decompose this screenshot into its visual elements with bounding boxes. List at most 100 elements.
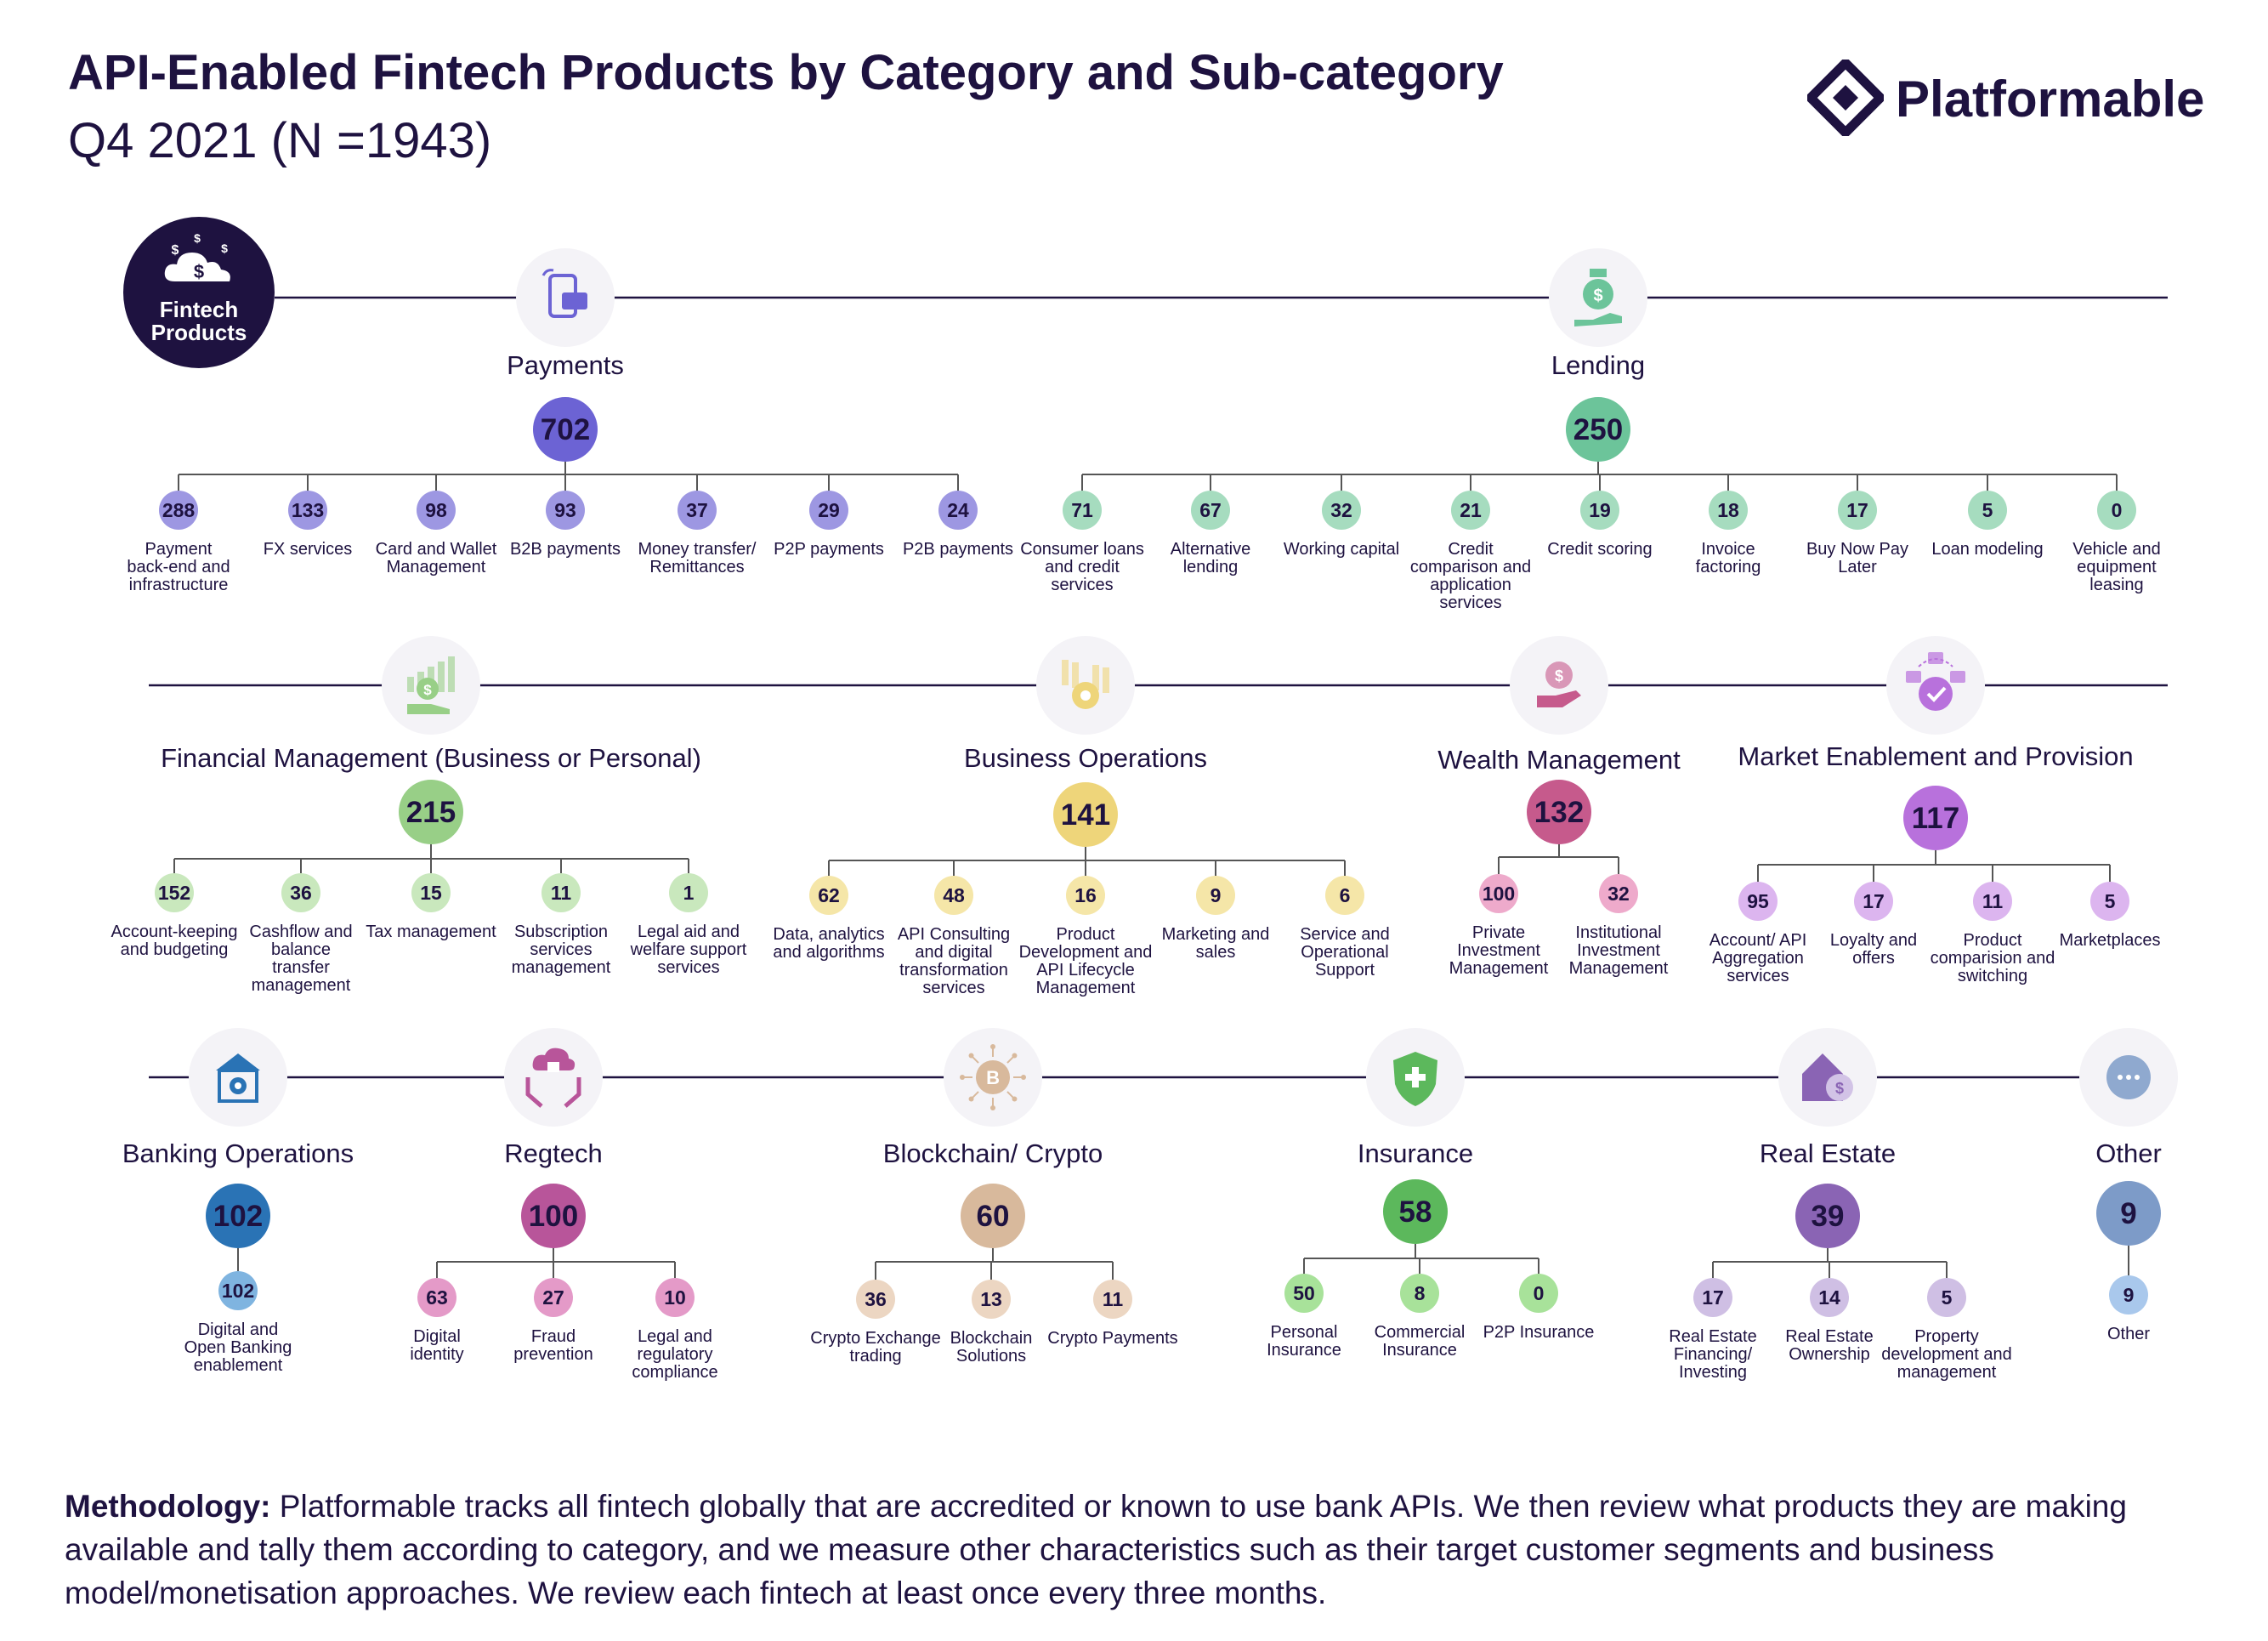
subcategory-label: Vehicle and equipment leasing — [2072, 540, 2160, 594]
subcategory-node: 32 Institutional Investment Management — [1569, 874, 1669, 978]
subcategory-value: 1 — [683, 882, 695, 904]
category-financial-management-business-or-personal: $ Financial Management (Business or Perso… — [111, 636, 747, 995]
subcategory-node: 13 Blockchain Solutions — [950, 1280, 1033, 1366]
category-name: Real Estate — [1760, 1138, 1896, 1168]
subcategory-value: 6 — [1340, 884, 1351, 906]
category-lending: $ Lending 250 71 Consumer loans and credit ser… — [1020, 248, 2161, 612]
subcategory-value: 133 — [292, 499, 324, 521]
subcategory-label: Digital identity — [410, 1327, 463, 1364]
category-total-circle — [206, 1184, 270, 1248]
category-total-circle — [1566, 397, 1630, 462]
subcategory-label: Legal aid and welfare support services — [630, 923, 747, 977]
subcategory-node: 36 Crypto Exchange trading — [810, 1280, 941, 1366]
subcategory-value: 152 — [158, 882, 190, 904]
platformable-logo-icon — [1807, 60, 1884, 136]
subcategory-value: 32 — [1330, 499, 1352, 521]
marketplace-check-icon — [1886, 636, 1985, 735]
subcategory-label: Loan modeling — [1931, 540, 2043, 559]
subcategory-label: P2B payments — [903, 540, 1013, 559]
subcategory-node: 32 Working capital — [1284, 491, 1399, 559]
subcategory-node: 21 Credit comparison and application service… — [1410, 491, 1531, 612]
subcategory-value: 93 — [554, 499, 576, 521]
subcategory-circle — [1968, 491, 2007, 530]
subcategory-node: 62 Data, analytics and algorithms — [773, 876, 885, 962]
svg-text:$: $ — [172, 243, 179, 258]
category-name: Payments — [507, 350, 624, 380]
subcategory-value: 11 — [1982, 890, 2004, 912]
subcategory-label: Institutional Investment Management — [1569, 923, 1669, 978]
subcategory-value: 29 — [818, 499, 840, 521]
money-bag-hand-icon: $ — [1549, 248, 1647, 347]
svg-text:$: $ — [1593, 287, 1602, 305]
category-total: 215 — [406, 796, 456, 829]
subcategory-label: Credit scoring — [1547, 540, 1652, 559]
svg-text:B: B — [986, 1067, 1000, 1088]
subcategory-value: 5 — [1982, 499, 1993, 521]
subcategory-label: Blockchain Solutions — [950, 1329, 1033, 1366]
subcategory-label: Crypto Payments — [1047, 1329, 1177, 1348]
subcategory-value: 21 — [1460, 499, 1482, 521]
subcategory-label: Data, analytics and algorithms — [773, 925, 884, 962]
subcategory-node: 17 Buy Now Pay Later — [1806, 491, 1908, 576]
category-banking-operations: Banking Operations 102 102 Digital and Open … — [122, 1028, 354, 1375]
subcategory-circle — [1196, 876, 1235, 915]
subcategory-circle — [1973, 882, 2012, 921]
subcategory-label: Cashflow and balance transfer management — [249, 923, 352, 995]
page-subtitle: Q4 2021 (N =1943) — [68, 113, 492, 168]
subcategory-label: Legal and regulatory compliance — [632, 1327, 717, 1382]
root-label: Fintech Products — [150, 297, 247, 345]
subcategory-node: 98 Card and Wallet Management — [376, 491, 497, 576]
category-total: 117 — [1912, 802, 1959, 835]
category-business-operations: Business Operations 141 62 Data, analytics a… — [773, 636, 1390, 997]
subcategory-label: P2P payments — [774, 540, 884, 559]
subcategory-circle — [809, 491, 848, 530]
category-total-circle — [961, 1184, 1025, 1248]
subcategory-value: 48 — [943, 884, 965, 906]
category-name: Business Operations — [964, 743, 1207, 773]
category-total: 141 — [1061, 798, 1110, 832]
subcategory-node: 48 API Consulting and digital transformatio… — [898, 876, 1010, 997]
subcategory-node: 288 Payment back-end and infrastructure — [127, 491, 230, 594]
logo-wordmark: Platformable — [1896, 71, 2205, 128]
subcategory-node: 24 P2B payments — [903, 491, 1013, 559]
subcategory-label: FX services — [264, 540, 352, 559]
subcategory-circle — [417, 491, 456, 530]
subcategory-value: 18 — [1717, 499, 1739, 521]
subcategory-value: 27 — [542, 1286, 564, 1309]
subcategory-value: 17 — [1863, 890, 1885, 912]
subcategory-circle — [938, 491, 978, 530]
subcategory-label: Card and Wallet Management — [376, 540, 497, 576]
subcategory-label: API Consulting and digital transformation s… — [898, 925, 1010, 997]
category-total-circle — [533, 397, 598, 462]
subcategory-node: 16 Product Development and API Lifecycle Man… — [1019, 876, 1152, 997]
subcategory-label: Marketplaces — [2060, 931, 2161, 950]
svg-text:$: $ — [1555, 667, 1563, 684]
subcategory-node: 10 Legal and regulatory compliance — [632, 1278, 718, 1382]
subcategory-value: 8 — [1415, 1282, 1426, 1304]
category-total-circle — [521, 1184, 586, 1248]
subcategory-label: Tax management — [366, 923, 496, 941]
subcategory-circle — [534, 1278, 573, 1317]
bank-gear-icon — [189, 1028, 287, 1127]
category-total-circle — [1383, 1179, 1448, 1244]
subcategory-circle — [1738, 882, 1778, 921]
subcategory-label: Working capital — [1284, 540, 1399, 559]
subcategory-value: 32 — [1607, 883, 1630, 905]
subcategory-value: 19 — [1589, 499, 1611, 521]
category-regtech: Regtech 100 63 Digital identity 27 Fraud preven… — [410, 1028, 718, 1382]
category-total-circle — [1527, 780, 1591, 844]
subcategory-circle — [1322, 491, 1361, 530]
gear-chart-icon — [1036, 636, 1135, 735]
subcategory-value: 11 — [551, 882, 572, 904]
methodology-label: Methodology: — [65, 1489, 271, 1524]
subcategory-value: 24 — [947, 499, 969, 521]
category-name: Blockchain/ Crypto — [883, 1138, 1103, 1168]
subcategory-value: 5 — [1942, 1286, 1953, 1309]
subcategory-label: Commercial Insurance — [1375, 1323, 1466, 1360]
subcategory-circle — [809, 876, 848, 915]
subcategory-value: 98 — [425, 499, 447, 521]
subcategory-node: 67 Alternative lending — [1171, 491, 1250, 576]
subcategory-node: 0 Vehicle and equipment leasing — [2072, 491, 2161, 594]
subcategory-value: 62 — [818, 884, 840, 906]
